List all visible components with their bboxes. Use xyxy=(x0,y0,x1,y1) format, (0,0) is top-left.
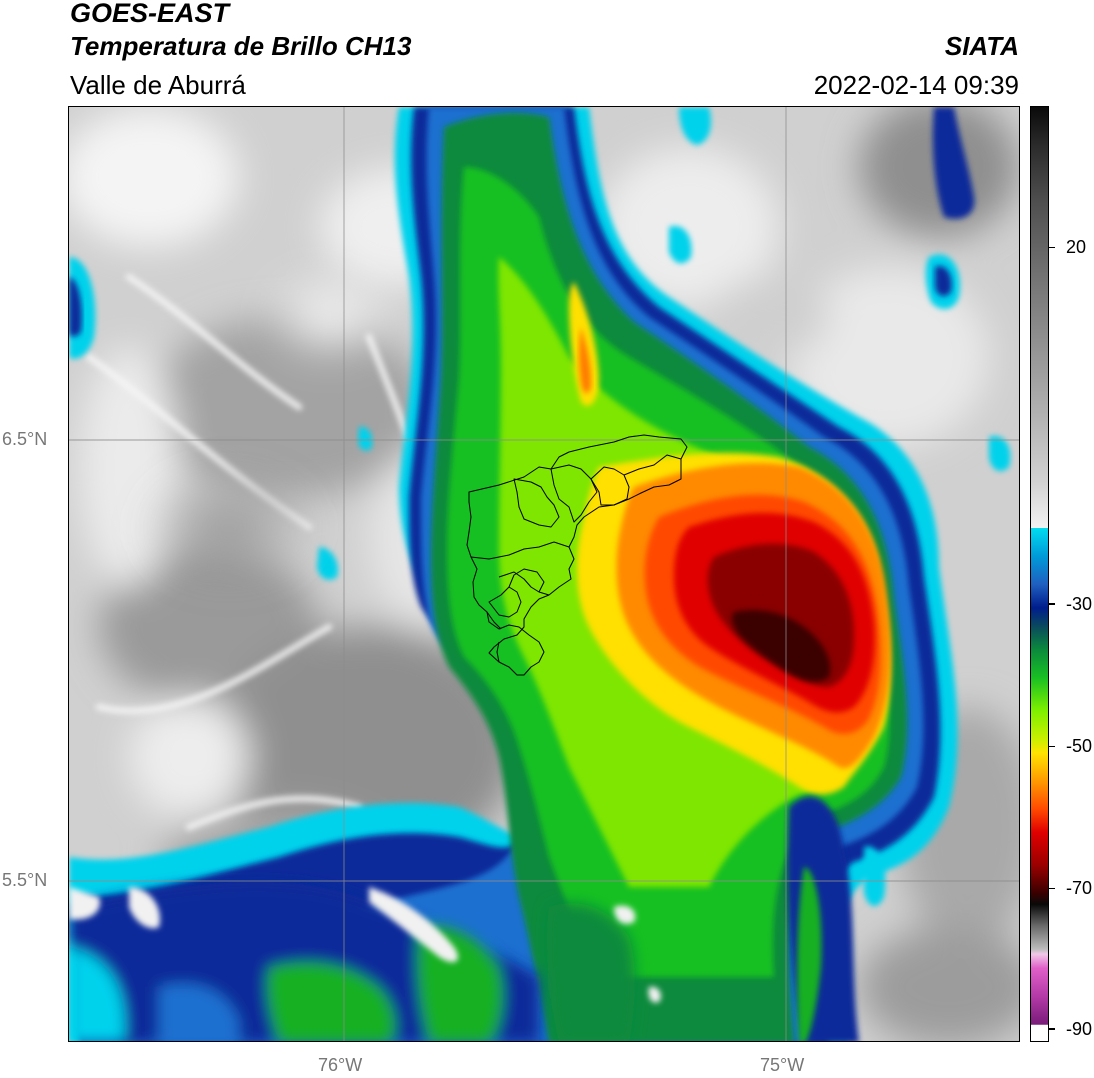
temperature-colorbar xyxy=(1030,106,1049,1042)
colorbar-tick xyxy=(1049,603,1055,605)
product-title: Temperatura de Brillo CH13 xyxy=(70,31,412,61)
colorbar-tick-label: -30 xyxy=(1066,593,1093,614)
colorbar-tick xyxy=(1049,887,1055,890)
brightness-temperature-map[interactable] xyxy=(68,106,1020,1042)
satellite-title: GOES-EAST xyxy=(70,0,230,28)
colorbar-tick xyxy=(1049,246,1055,249)
organization-label: SIATA xyxy=(944,31,1019,61)
colorbar-tick-label: 20 xyxy=(1066,237,1087,258)
region-subtitle: Valle de Aburrá xyxy=(70,70,246,100)
lon-label-75w: 75°W xyxy=(760,1055,805,1075)
map-canvas xyxy=(69,107,1019,1041)
colorbar-tick xyxy=(1049,745,1055,747)
municipal-boundaries xyxy=(466,434,688,676)
lat-label-5-5n: 5.5°N xyxy=(2,870,48,890)
cloud-shield-contours xyxy=(69,107,1011,1041)
colorbar-tick xyxy=(1049,1028,1055,1030)
colorbar-tick-label: -50 xyxy=(1066,736,1093,757)
lat-label-6-5n: 6.5°N xyxy=(2,429,48,449)
colorbar-tick-label: -90 xyxy=(1066,1018,1093,1039)
colorbar-tick-label: -70 xyxy=(1066,878,1093,899)
timestamp-label: 2022-02-14 09:39 xyxy=(813,70,1019,100)
lon-label-76w: 76°W xyxy=(318,1055,363,1075)
graticule xyxy=(69,107,1019,1041)
